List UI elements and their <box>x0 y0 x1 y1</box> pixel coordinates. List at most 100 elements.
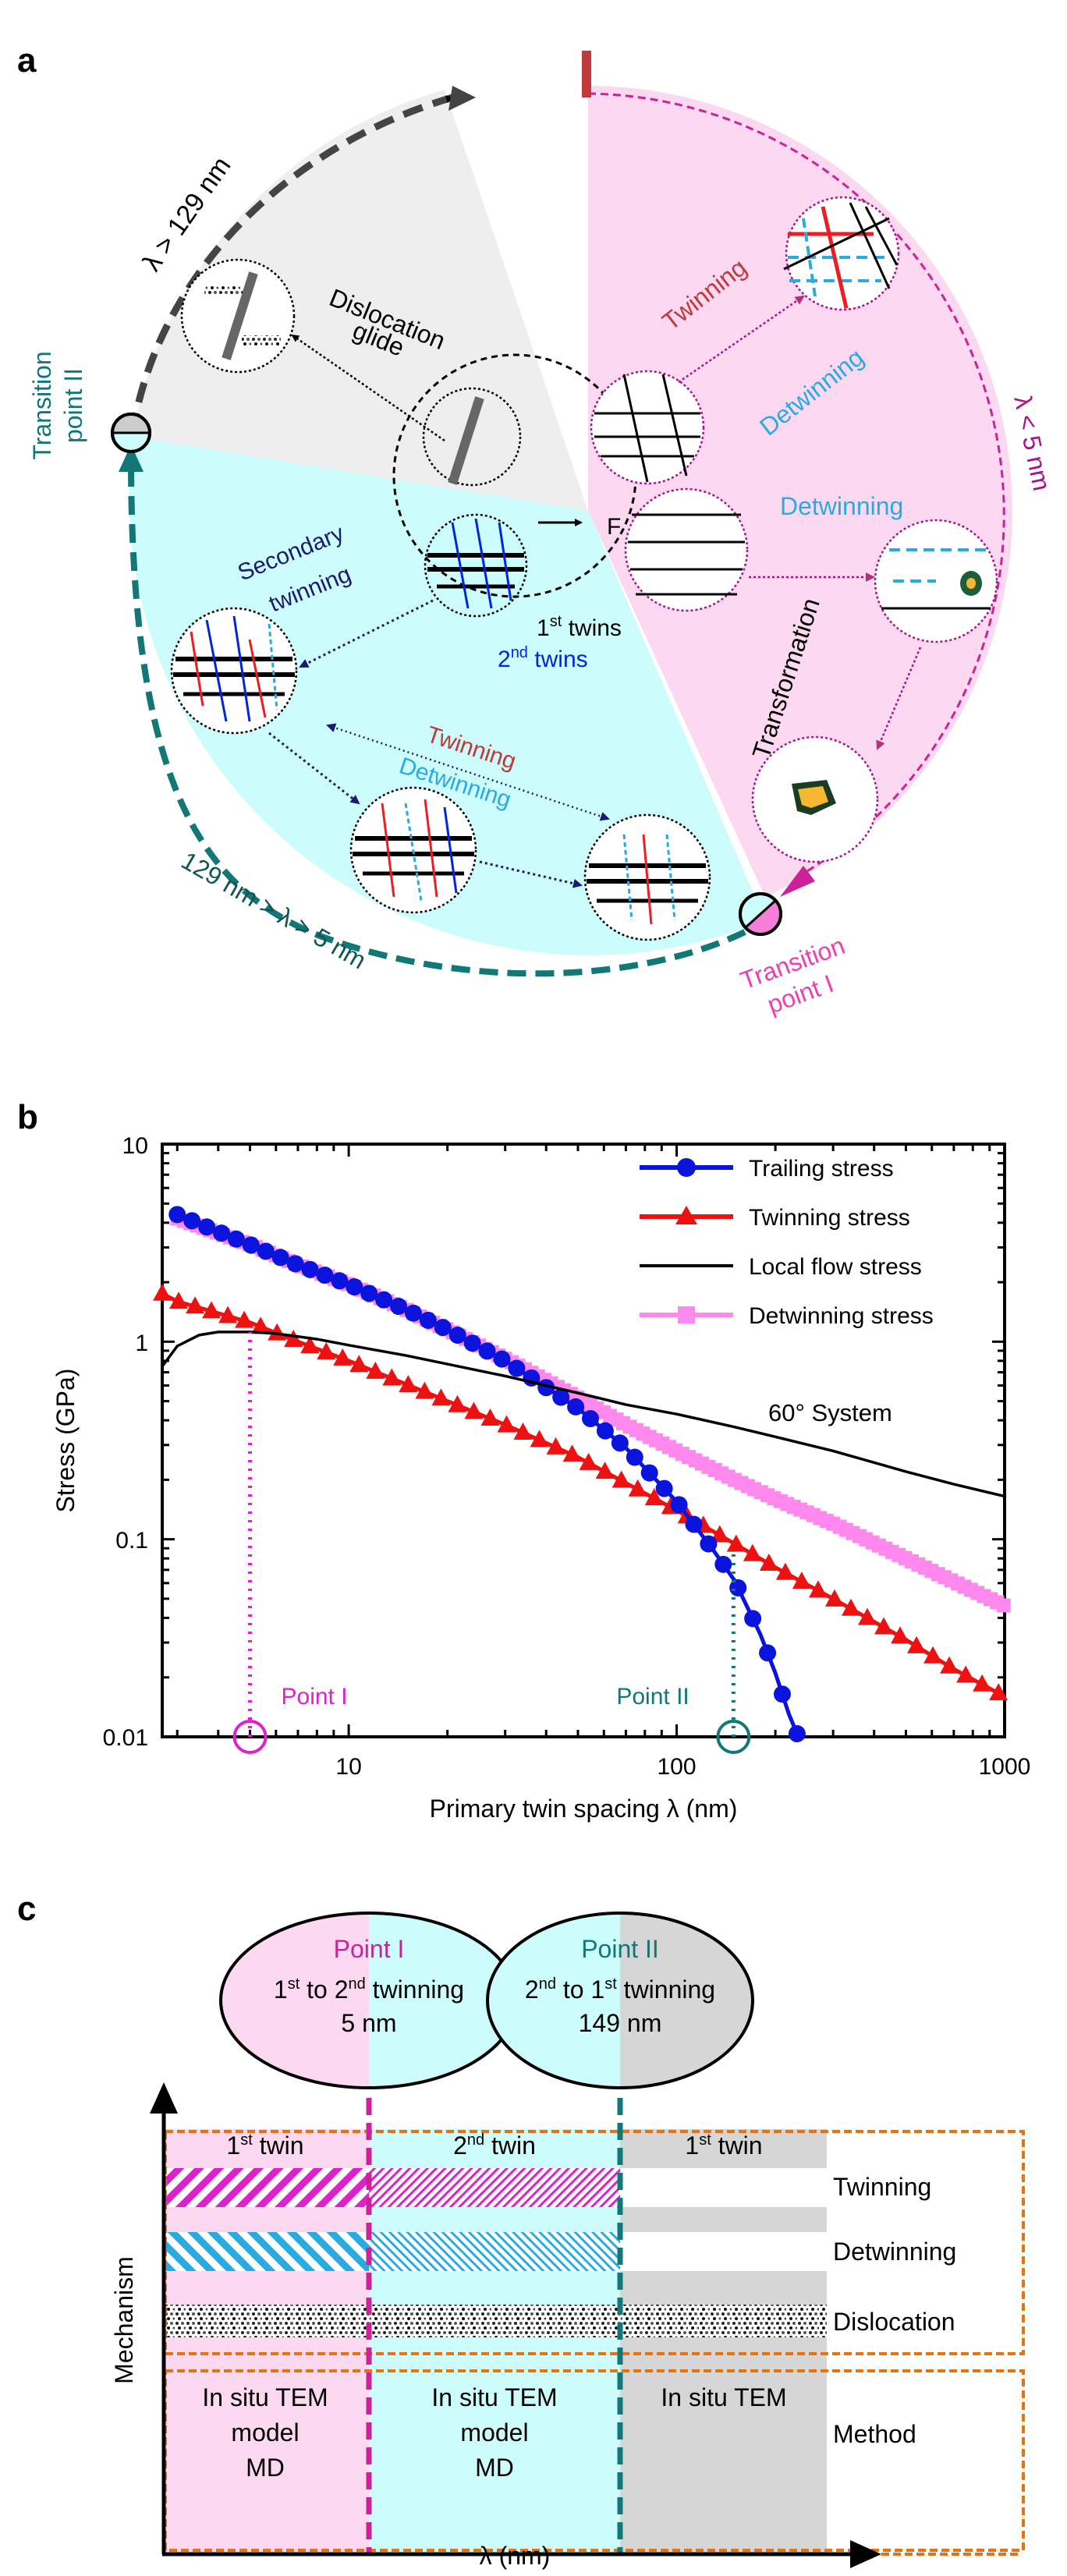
dislocation-band <box>165 2305 827 2337</box>
point-trailing-stress <box>331 1272 349 1290</box>
point-twinning-stress <box>448 1394 467 1412</box>
point-ii-title: Point II <box>581 1935 659 1963</box>
point-twinning-stress <box>628 1479 647 1497</box>
twinning-band-col3 <box>620 2168 827 2207</box>
point-twinning-stress <box>513 1422 533 1440</box>
point-twinning-stress <box>940 1656 959 1674</box>
point-trailing-stress <box>611 1434 629 1452</box>
point-trailing-stress <box>390 1298 408 1316</box>
twinning-start-circle <box>590 370 705 485</box>
detwinning-right-label: Detwinning <box>780 492 903 520</box>
mechanism-axis-label: Mechanism <box>110 2256 138 2384</box>
point-trailing-stress <box>508 1359 526 1377</box>
point-twinning-stress <box>644 1488 664 1506</box>
point-i-title: Point I <box>334 1935 405 1963</box>
point-trailing-stress <box>552 1388 570 1406</box>
point-trailing-stress <box>360 1284 378 1302</box>
cyan-region <box>129 437 765 955</box>
point-trailing-stress <box>183 1212 201 1230</box>
x-tick-label-1000: 1000 <box>979 1754 1031 1780</box>
point-detwinning-stress <box>996 1598 1011 1613</box>
first-twins-label: 1st twins <box>537 613 622 641</box>
point-trailing-stress <box>478 1342 496 1360</box>
point-trailing-stress <box>271 1249 289 1267</box>
inner-dislocation-circle <box>422 387 522 487</box>
point-trailing-stress <box>419 1311 437 1329</box>
point-twinning-stress <box>726 1534 746 1552</box>
point-i-label: Point I <box>282 1684 348 1710</box>
point-twinning-stress <box>546 1437 565 1455</box>
point-twinning-stress <box>956 1665 976 1683</box>
point-twinning-stress <box>792 1571 811 1589</box>
plot-frame <box>161 1143 1006 1738</box>
lambda-axis-label: λ (nm) <box>480 2542 551 2570</box>
pink-region <box>588 86 1012 897</box>
point-trailing-stress <box>434 1319 452 1337</box>
series-local-flow-stress <box>161 1331 1005 1498</box>
arc-lower-left <box>128 467 746 977</box>
point-ii-description: 2nd to 1st twinning <box>525 1975 715 2004</box>
point-twinning-stress <box>710 1525 729 1543</box>
point-trailing-stress <box>670 1496 688 1514</box>
column-3-header: 1st twin <box>685 2131 762 2160</box>
point-twinning-stress <box>480 1408 500 1426</box>
arc-upper-arrowhead <box>448 86 476 111</box>
point-ii-marker <box>716 1720 751 1754</box>
point-trailing-stress <box>700 1535 718 1553</box>
row-label-twinning: Twinning <box>833 2173 931 2201</box>
point-twinning-stress <box>841 1598 860 1616</box>
point-twinning-stress <box>907 1635 927 1653</box>
point-twinning-stress <box>874 1617 894 1635</box>
point-twinning-stress <box>169 1292 189 1309</box>
point-trailing-stress <box>493 1350 511 1368</box>
legend-label-detwinning: Detwinning stress <box>749 1303 934 1329</box>
point-twinning-stress <box>579 1452 598 1470</box>
arc-upper-left <box>129 94 454 434</box>
legend-label-local-flow: Local flow stress <box>749 1254 922 1280</box>
twinned-circle-middle <box>349 786 477 914</box>
point-ii-value: 149 nm <box>579 2009 662 2037</box>
point-trailing-stress <box>463 1334 481 1352</box>
legend-trailing: Trailing stress <box>640 1156 894 1182</box>
series-trailing-stress <box>168 1206 806 1743</box>
row-label-detwinning: Detwinning <box>833 2238 956 2266</box>
lambda-axis-arrow <box>850 2540 881 2568</box>
point-trailing-stress <box>655 1479 673 1497</box>
point-trailing-stress <box>714 1555 732 1573</box>
legend-detwinning: Detwinning stress <box>640 1303 934 1329</box>
point-twinning-stress <box>562 1444 582 1462</box>
point-twinning-stress <box>891 1626 910 1644</box>
transformation-result-circle <box>751 735 879 863</box>
line-local-flow-stress <box>161 1331 1005 1498</box>
point-twinning-stress <box>235 1310 254 1328</box>
point-i-description: 1st to 2nd twinning <box>274 1975 464 2004</box>
x-tick-label-10: 10 <box>335 1754 361 1780</box>
point-twinning-stress <box>202 1301 222 1319</box>
legend-twinning: Twinning stress <box>640 1205 910 1231</box>
point-twinning-stress <box>989 1683 1009 1701</box>
transition-ii-line1: Transition <box>28 351 56 459</box>
point-twinning-stress <box>317 1342 336 1360</box>
y-tick-label-0.1: 0.1 <box>115 1528 148 1554</box>
point-trailing-stress <box>227 1230 245 1248</box>
arc-lower-arrowhead <box>119 445 144 472</box>
transition-guides <box>232 1331 751 1754</box>
start-marker <box>582 51 591 97</box>
point-twinning-stress <box>759 1554 778 1571</box>
point-trailing-stress <box>168 1206 186 1224</box>
twinned-circle-right <box>583 813 711 941</box>
y-tick-label-10: 10 <box>122 1133 148 1159</box>
method-col2-line2: model <box>460 2418 528 2447</box>
point-twinning-stress <box>595 1462 615 1479</box>
panel-a: a λ > 129 nm λ < 5 nm 129 nm > λ > 5 nm … <box>17 41 1056 1019</box>
system-label: 60° System <box>768 1399 892 1426</box>
panel-b: b 0.01 0.1 1 10 10 100 1000 Primary twin… <box>17 1098 1030 1823</box>
point-trailing-stress <box>257 1242 275 1260</box>
lambda-lt-5-label: λ < 5 nm <box>1009 393 1056 493</box>
method-col1-line3: MD <box>246 2454 285 2482</box>
point-twinning-stress <box>743 1543 762 1561</box>
row-label-method: Method <box>833 2420 916 2448</box>
point-twinning-stress <box>284 1330 303 1348</box>
legend-local-flow: Local flow stress <box>640 1254 922 1280</box>
panel-c: c Point I 1st to 2nd twinning 5 nm Point… <box>17 1890 1025 2570</box>
